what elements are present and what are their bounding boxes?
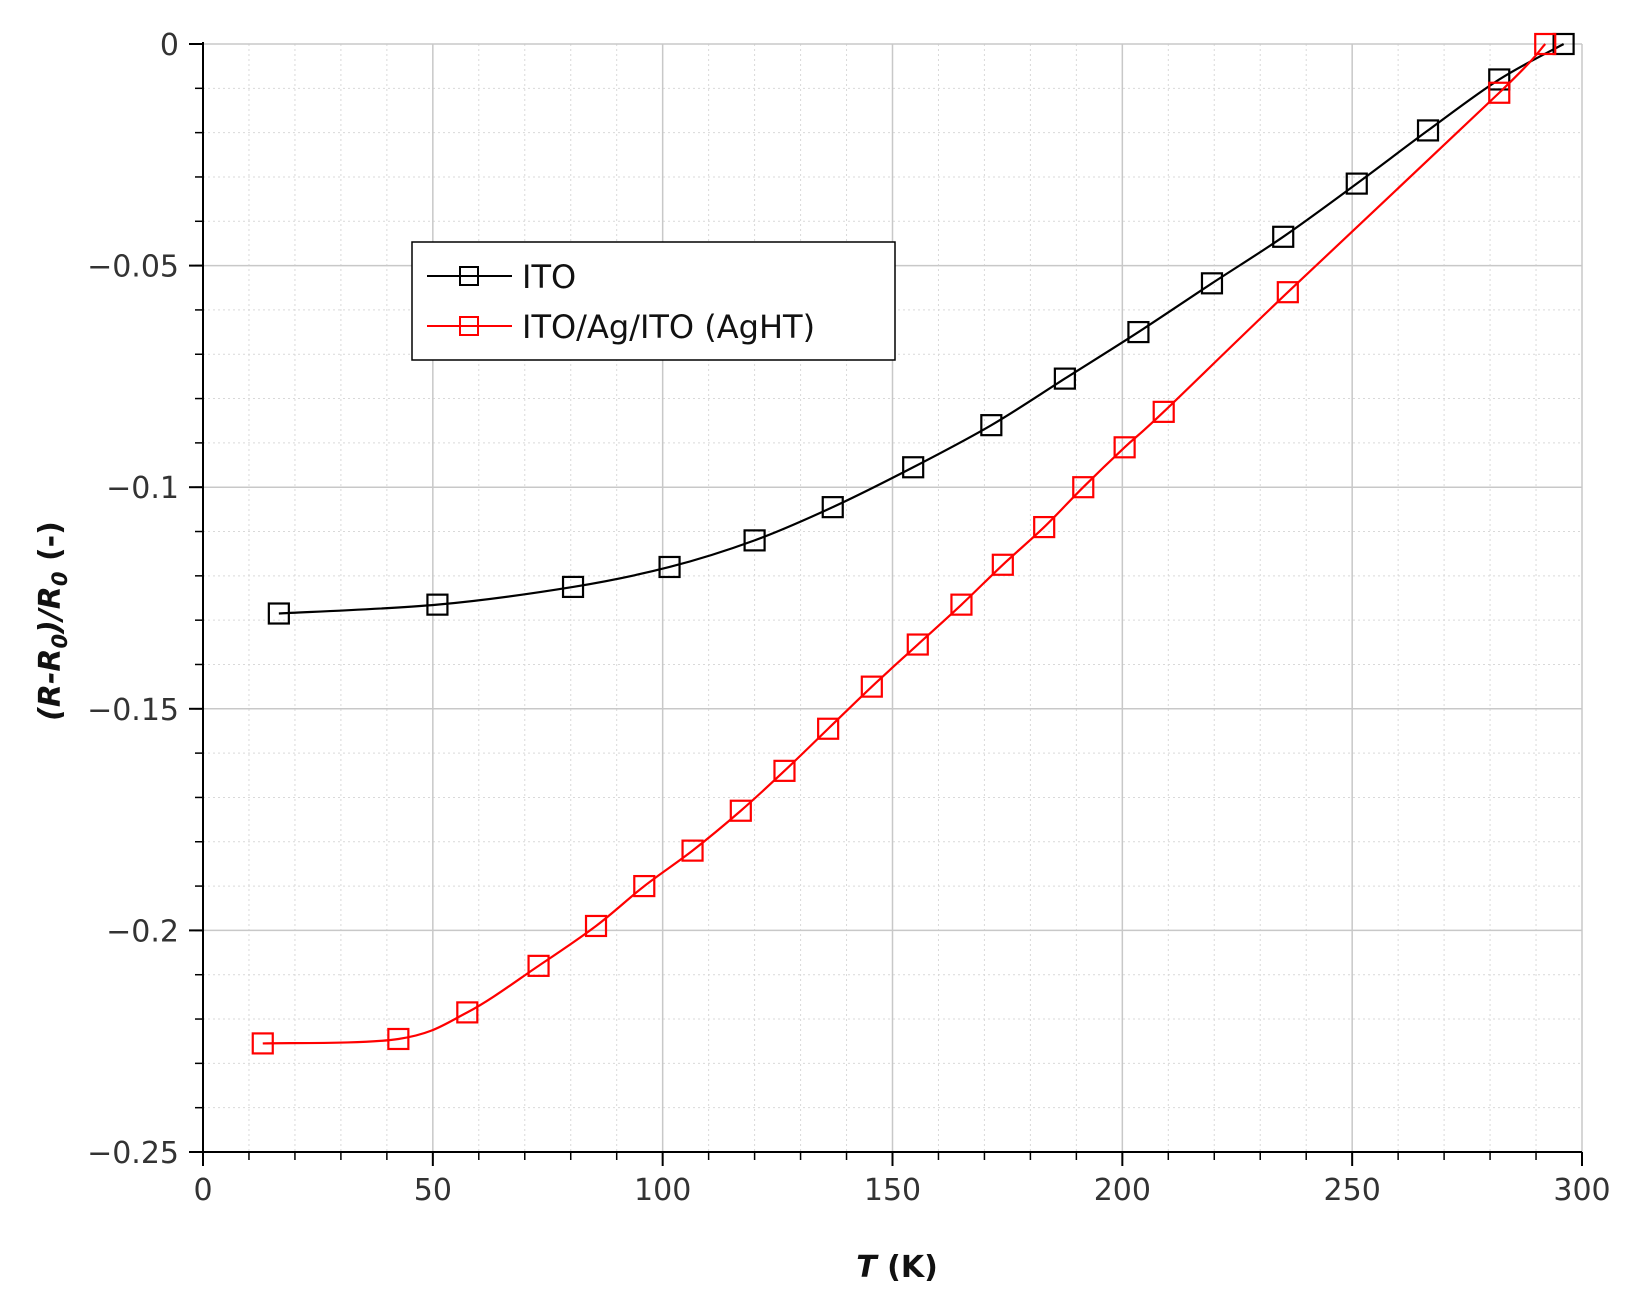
legend-label-aght: ITO/Ag/ITO (AgHT)	[522, 308, 815, 346]
y-tick-label: −0.05	[87, 250, 179, 285]
series-layer	[251, 32, 1575, 1055]
data-point-marker	[773, 759, 796, 782]
data-point-marker	[743, 529, 766, 552]
data-point-marker	[456, 1001, 479, 1024]
x-tick-label: 50	[414, 1173, 452, 1208]
data-point-marker	[980, 414, 1003, 437]
legend: ITO ITO/Ag/ITO (AgHT)	[411, 241, 896, 361]
data-point-marker	[1345, 172, 1368, 195]
x-axis-symbol: T	[856, 1250, 879, 1285]
data-point-marker	[681, 839, 704, 862]
data-point-marker	[251, 1032, 274, 1055]
x-tick-label: 150	[864, 1173, 921, 1208]
legend-label-ito: ITO	[522, 258, 576, 296]
legend-box	[411, 241, 896, 361]
data-point-marker	[1053, 367, 1076, 390]
y-axis-sub2: 0	[48, 571, 72, 586]
series-0	[267, 32, 1575, 625]
data-point-marker	[561, 575, 585, 599]
series-line	[278, 43, 1565, 615]
x-tick-label: 0	[193, 1173, 212, 1208]
legend-marker-ito	[459, 266, 479, 286]
x-axis-title: T (K)	[856, 1250, 938, 1285]
y-axis-sub1: 0	[48, 634, 72, 649]
legend-marker-aght	[459, 316, 479, 336]
data-point-marker	[1552, 32, 1575, 56]
data-point-marker	[1113, 436, 1136, 459]
data-point-marker	[658, 555, 681, 579]
series-line	[262, 43, 1547, 1045]
data-point-marker	[1127, 320, 1150, 344]
data-point-marker	[817, 717, 840, 740]
data-point-marker	[906, 633, 929, 656]
data-point-marker	[1488, 68, 1511, 91]
data-point-marker	[821, 496, 844, 519]
data-point-marker	[426, 593, 449, 616]
data-point-marker	[1416, 119, 1440, 142]
x-axis-unit: (K)	[877, 1250, 938, 1285]
y-tick-label: −0.15	[87, 693, 179, 728]
data-point-marker	[902, 456, 925, 479]
data-point-marker	[387, 1027, 410, 1051]
x-tick-label: 200	[1094, 1173, 1151, 1208]
data-point-marker	[991, 553, 1014, 576]
y-axis-unit: (-)	[33, 521, 68, 571]
x-tick-label: 300	[1553, 1173, 1610, 1208]
y-tick-label: −0.1	[106, 471, 179, 506]
ticks: 0 50 100 150 200 250 300 0 −0.05 −0.1 −0.15 −0.2 −0.…	[87, 28, 1611, 1208]
data-point-marker	[1033, 515, 1056, 539]
data-point-marker	[950, 593, 973, 616]
major-grid	[203, 43, 1583, 1152]
data-point-marker	[267, 602, 290, 625]
data-point-marker	[1152, 400, 1175, 423]
data-point-marker	[1276, 281, 1299, 304]
x-tick-label: 250	[1324, 1173, 1381, 1208]
data-point-marker	[633, 874, 656, 898]
data-point-marker	[1072, 476, 1095, 499]
data-point-marker	[1488, 81, 1511, 104]
data-point-marker	[729, 799, 752, 822]
y-axis-title: (R-R0)/R0 (-)	[33, 521, 72, 721]
data-point-marker	[584, 914, 608, 938]
y-tick-label: −0.2	[106, 914, 179, 949]
y-tick-label: −0.25	[87, 1136, 179, 1171]
data-point-marker	[860, 675, 883, 698]
series-1	[251, 32, 1557, 1055]
y-axis-title-part2: )/R	[33, 586, 68, 635]
y-tick-label: 0	[160, 28, 179, 63]
data-point-marker	[1272, 225, 1295, 248]
data-point-marker	[1200, 272, 1224, 295]
x-tick-label: 100	[634, 1173, 691, 1208]
data-point-marker	[1534, 32, 1557, 56]
data-point-marker	[527, 954, 550, 977]
y-axis-title-part1: (R-R	[33, 648, 68, 720]
